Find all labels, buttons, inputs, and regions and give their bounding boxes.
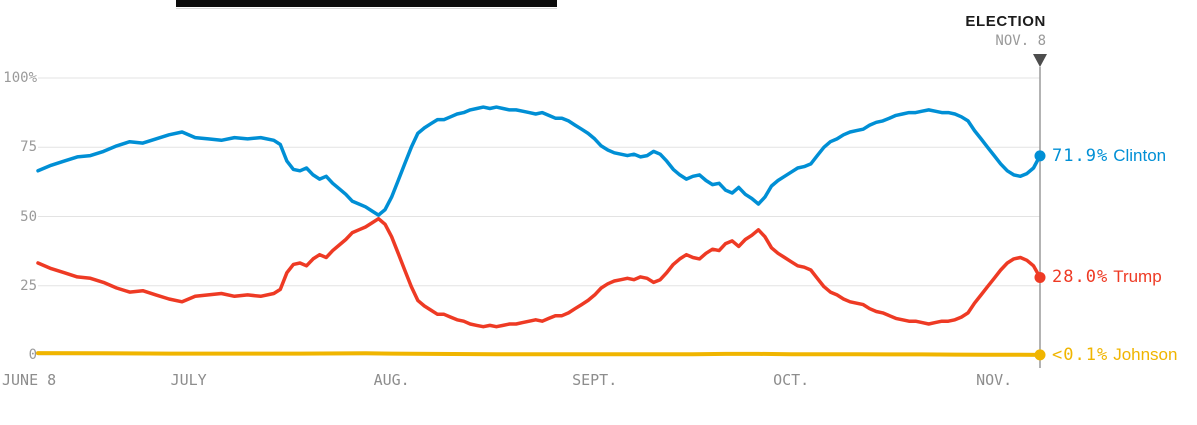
clinton-end-label: 71.9% Clinton	[1052, 145, 1166, 167]
x-tick-label-june-8: JUNE 8	[2, 371, 57, 389]
johnson-end-label-percent: <0.1%	[1052, 344, 1109, 365]
trump-end-label-percent: 28.0%	[1052, 267, 1109, 288]
y-tick-label-0: 0	[28, 347, 37, 363]
clinton-line	[36, 105, 1042, 217]
clinton-end-label-name: Clinton	[1113, 145, 1167, 165]
y-tick-label-75: 75	[20, 139, 37, 156]
trump-line	[36, 216, 1042, 329]
election-label: ELECTION	[965, 13, 1046, 30]
johnson-end-label-name: Johnson	[1113, 344, 1178, 364]
top-hairline-divider	[176, 8, 557, 9]
y-tick-label-50: 50	[20, 208, 37, 225]
x-tick-label-july: JULY	[170, 371, 207, 389]
x-tick-label-sept-: SEPT.	[572, 371, 618, 389]
trump-end-label-name: Trump	[1113, 267, 1162, 287]
y-tick-label-25: 25	[20, 277, 37, 294]
x-axis-labels: JUNE 8 JULY AUG. SEPT. OCT. NOV.	[0, 371, 1197, 393]
x-tick-label-oct-: OCT.	[773, 371, 810, 389]
clinton-end-dot	[1034, 150, 1046, 162]
x-tick-label-nov-: NOV.	[976, 371, 1013, 389]
top-clipped-tab-bar[interactable]	[176, 0, 557, 7]
x-tick-label-aug-: AUG.	[373, 371, 410, 389]
johnson-end-dot	[1034, 349, 1046, 361]
trump-end-dot	[1034, 271, 1046, 283]
y-tick-label-100: 100%	[3, 70, 37, 86]
johnson-line	[36, 351, 1042, 357]
election-annotation: ELECTION NOV. 8	[965, 13, 1046, 49]
johnson-end-label: <0.1% Johnson	[1052, 344, 1177, 366]
election-date-label: NOV. 8	[995, 33, 1046, 49]
clinton-end-label-percent: 71.9%	[1052, 145, 1109, 166]
election-marker-triangle-icon	[1033, 54, 1047, 67]
trump-end-label: 28.0% Trump	[1052, 266, 1162, 288]
